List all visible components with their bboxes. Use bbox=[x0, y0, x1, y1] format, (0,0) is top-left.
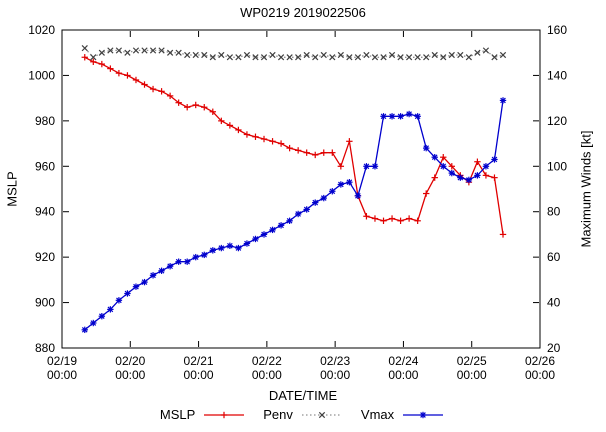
legend-item-mslp: MSLP bbox=[160, 407, 247, 422]
svg-text:940: 940 bbox=[35, 205, 55, 219]
svg-text:120: 120 bbox=[547, 114, 567, 128]
svg-text:00:00: 00:00 bbox=[525, 368, 555, 382]
legend-swatch bbox=[403, 411, 444, 418]
chart-title: WP0219 2019022506 bbox=[240, 5, 366, 20]
svg-text:00:00: 00:00 bbox=[115, 368, 145, 382]
svg-text:02/22: 02/22 bbox=[252, 354, 282, 368]
svg-text:02/26: 02/26 bbox=[525, 354, 555, 368]
svg-text:00:00: 00:00 bbox=[388, 368, 418, 382]
legend-label: Vmax bbox=[360, 407, 395, 422]
svg-text:00:00: 00:00 bbox=[320, 368, 350, 382]
svg-text:60: 60 bbox=[547, 250, 561, 264]
svg-text:1020: 1020 bbox=[28, 23, 55, 37]
legend: MSLP Penv Vmax bbox=[0, 407, 606, 422]
legend-label: Penv bbox=[263, 407, 293, 422]
svg-text:00:00: 00:00 bbox=[47, 368, 77, 382]
svg-text:920: 920 bbox=[35, 250, 55, 264]
svg-text:160: 160 bbox=[547, 23, 567, 37]
svg-text:20: 20 bbox=[547, 341, 561, 355]
svg-text:02/19: 02/19 bbox=[47, 354, 77, 368]
legend-item-vmax: Vmax bbox=[361, 407, 446, 422]
svg-text:100: 100 bbox=[547, 159, 567, 173]
svg-text:00:00: 00:00 bbox=[184, 368, 214, 382]
svg-text:02/25: 02/25 bbox=[457, 354, 487, 368]
svg-text:00:00: 00:00 bbox=[252, 368, 282, 382]
svg-text:140: 140 bbox=[547, 68, 567, 82]
svg-text:960: 960 bbox=[35, 159, 55, 173]
svg-text:02/21: 02/21 bbox=[184, 354, 214, 368]
svg-text:02/24: 02/24 bbox=[388, 354, 418, 368]
plot-area: 880 900 920 940 960 980 1000 1020 20 40 60 80 100 120… bbox=[28, 23, 567, 382]
svg-text:02/23: 02/23 bbox=[320, 354, 350, 368]
legend-swatch bbox=[204, 411, 245, 418]
x-axis-label: DATE/TIME bbox=[268, 388, 338, 403]
svg-text:980: 980 bbox=[35, 114, 55, 128]
legend-label: MSLP bbox=[159, 407, 196, 422]
svg-text:40: 40 bbox=[547, 296, 561, 310]
svg-text:80: 80 bbox=[547, 205, 561, 219]
legend-swatch bbox=[301, 411, 342, 418]
svg-text:02/20: 02/20 bbox=[115, 354, 145, 368]
svg-text:880: 880 bbox=[35, 341, 55, 355]
svg-text:900: 900 bbox=[35, 296, 55, 310]
legend-item-penv: Penv bbox=[263, 407, 345, 422]
svg-text:1000: 1000 bbox=[28, 68, 55, 82]
svg-text:00:00: 00:00 bbox=[457, 368, 487, 382]
